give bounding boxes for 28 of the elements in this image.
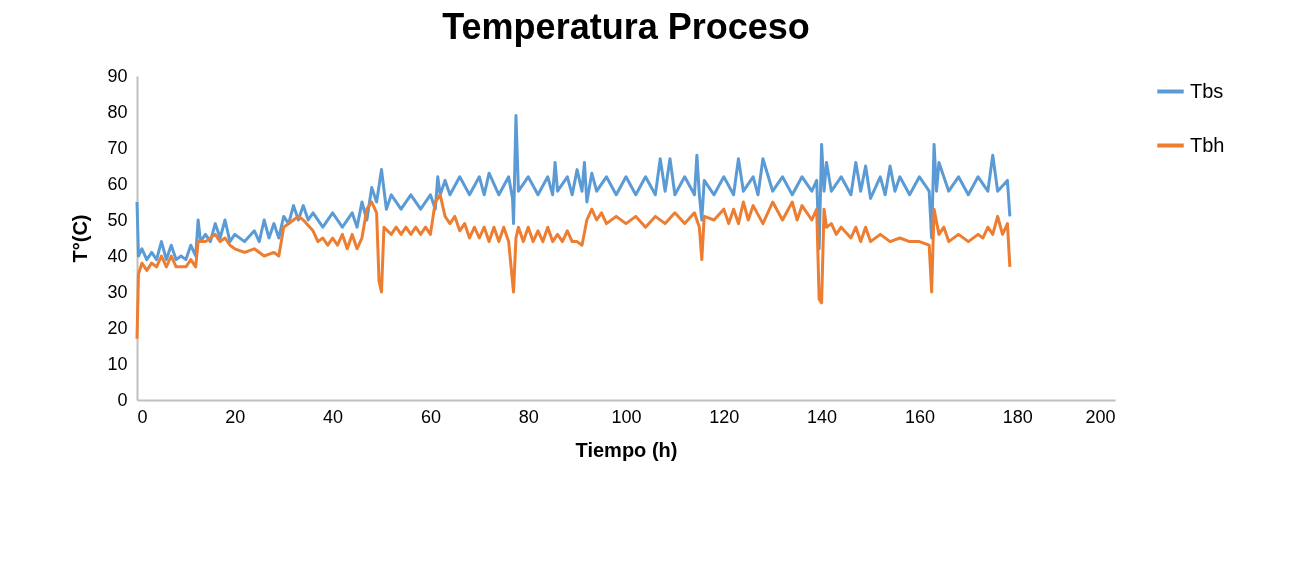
x-tick-label: 120 <box>709 406 740 427</box>
line-series <box>135 193 1012 341</box>
y-tick-label: 0 <box>117 389 128 410</box>
x-tick-label: 100 <box>611 406 642 427</box>
legend-label: Tbs <box>1190 79 1224 102</box>
x-tick-label: 20 <box>225 406 246 427</box>
x-tick-label: 140 <box>807 406 838 427</box>
y-tick-label: 30 <box>107 281 128 302</box>
y-tick-label: 40 <box>107 245 128 266</box>
y-tick-label: 10 <box>107 353 128 374</box>
y-tick-label: 70 <box>107 137 128 158</box>
y-tick-label: 50 <box>107 209 128 230</box>
y-tick-label: 20 <box>107 317 128 338</box>
x-tick-label: 80 <box>518 406 539 427</box>
x-tick-label: 40 <box>323 406 344 427</box>
x-tick-label: 160 <box>904 406 935 427</box>
x-tick-label: 200 <box>1085 406 1116 427</box>
x-axis-title: Tiempo (h) <box>575 438 678 461</box>
x-tick-label: 0 <box>137 406 148 427</box>
x-tick-label: 60 <box>420 406 441 427</box>
y-tick-label: 80 <box>107 101 128 122</box>
legend-label: Tbh <box>1190 133 1225 156</box>
y-tick-label: 60 <box>107 173 128 194</box>
y-axis-title: T°(C) <box>69 214 92 263</box>
chart-title: Temperatura Proceso <box>442 6 810 47</box>
y-tick-label: 90 <box>107 65 128 86</box>
line-series <box>135 114 1012 262</box>
x-tick-label: 180 <box>1002 406 1033 427</box>
